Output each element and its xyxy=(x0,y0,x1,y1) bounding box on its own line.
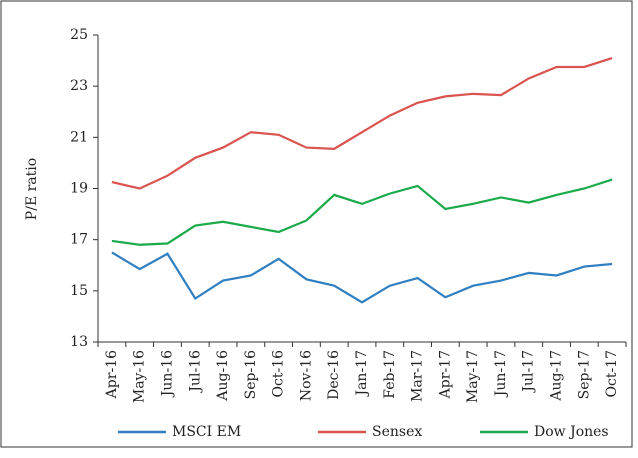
y-tick-label: 21 xyxy=(70,129,88,145)
legend-label: Dow Jones xyxy=(534,424,609,440)
x-tick-label: Mar-17 xyxy=(410,350,426,402)
y-tick-label: 19 xyxy=(70,181,88,197)
y-tick-label: 25 xyxy=(70,27,88,43)
x-tick-label: Sep-17 xyxy=(576,350,592,399)
x-tick-label: Jul-16 xyxy=(187,350,203,394)
legend-label: MSCI EM xyxy=(172,424,241,440)
x-tick-label: Aug-16 xyxy=(215,350,231,402)
x-tick-label: Feb-17 xyxy=(382,350,398,399)
x-tick-label: Nov-16 xyxy=(298,350,314,401)
frame xyxy=(0,0,633,448)
series-line xyxy=(111,56,613,190)
x-tick-label: Oct-17 xyxy=(604,350,620,398)
x-tick-label: Jun-17 xyxy=(493,350,509,398)
x-tick-label: Apr-17 xyxy=(437,350,453,399)
x-tick-label: Sep-16 xyxy=(243,350,259,399)
series-line xyxy=(111,251,613,304)
x-tick-label: Jun-16 xyxy=(159,350,175,398)
x-tick-label: Jan-17 xyxy=(354,350,370,398)
x-tick-label: Apr-16 xyxy=(104,350,120,399)
y-tick-label: 23 xyxy=(70,78,88,94)
y-axis-label: P/E ratio xyxy=(24,158,40,220)
legend-label: Sensex xyxy=(372,424,422,440)
y-tick-label: 13 xyxy=(70,334,88,350)
x-tick-label: Oct-16 xyxy=(271,350,287,398)
x-tick-label: Dec-16 xyxy=(326,350,342,400)
x-tick-label: May-16 xyxy=(132,350,148,403)
x-tick-label: May-17 xyxy=(465,350,481,403)
series-line xyxy=(111,178,613,246)
x-tick-label: Jul-17 xyxy=(521,350,537,394)
x-tick-label: Aug-17 xyxy=(549,350,565,402)
y-tick-label: 15 xyxy=(70,283,88,299)
y-tick-label: 17 xyxy=(70,232,88,248)
